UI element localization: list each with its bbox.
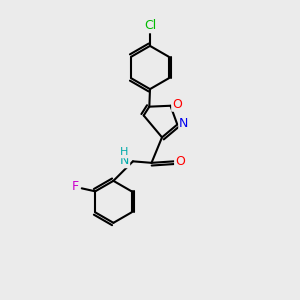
Text: N: N (120, 154, 129, 167)
Text: Cl: Cl (144, 19, 156, 32)
Text: H: H (120, 147, 129, 157)
Text: O: O (175, 155, 185, 168)
Text: O: O (172, 98, 182, 111)
Text: F: F (72, 180, 79, 193)
Text: N: N (179, 117, 189, 130)
